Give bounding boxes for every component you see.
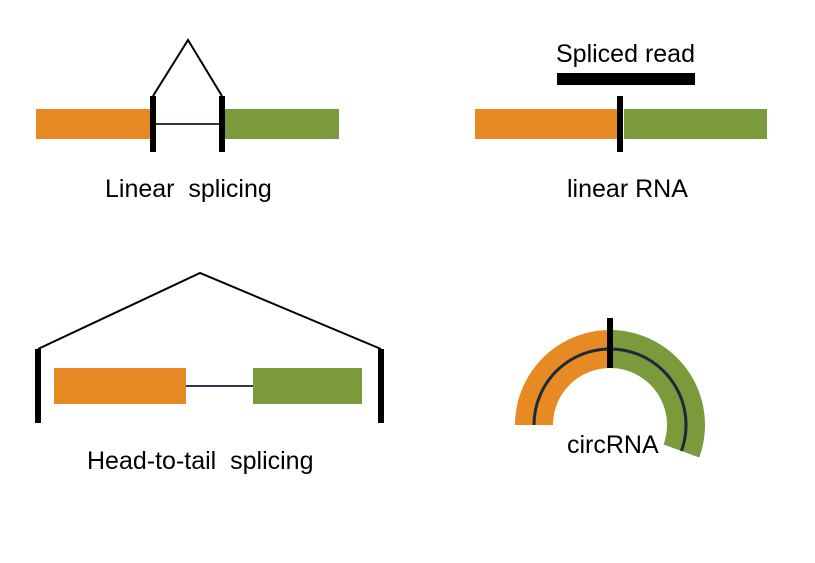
linear-rna-exon-left <box>475 109 618 139</box>
linear-splicing-exon-left <box>36 109 153 139</box>
label-circRNA: circRNA <box>567 431 659 460</box>
head-to-tail-exon-left <box>54 368 186 404</box>
label-head-to-tail: Head-to-tail splicing <box>87 447 314 476</box>
linear-splicing-exon-right <box>222 109 339 139</box>
spliced-read-bar <box>557 73 695 85</box>
head-to-tail-exon-right <box>253 368 362 404</box>
linear-rna-exon-right <box>624 109 767 139</box>
linear-splicing-triangle <box>153 40 222 96</box>
head-to-tail-triangle <box>38 273 381 349</box>
label-spliced-read: Spliced read <box>556 40 695 69</box>
circRNA-arc-orange <box>515 330 610 425</box>
label-linear-rna: linear RNA <box>567 175 688 204</box>
label-linear-splicing: Linear splicing <box>105 175 272 204</box>
